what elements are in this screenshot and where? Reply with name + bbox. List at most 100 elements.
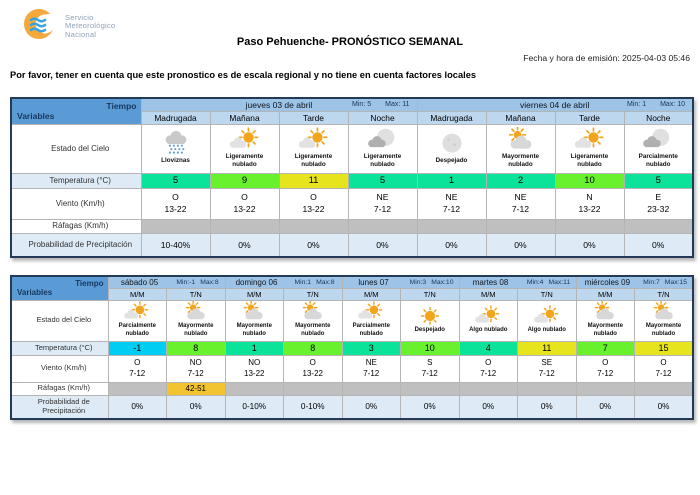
precip-cell: 0% (278, 232, 349, 258)
disclaimer-text: Por favor, tener en cuenta que este pron… (10, 70, 477, 80)
temperature-cell: -1 (107, 340, 167, 356)
day-min: Min:7 (643, 278, 660, 286)
cloud-sun-icon (180, 301, 212, 323)
wind-cell: NE 7-12 (485, 187, 556, 220)
corner-tiempo-label: Tiempo (75, 279, 104, 289)
temperature-cell: 8 (166, 340, 226, 356)
sky-label: Mayormente nublado (645, 323, 682, 337)
wind-speed: 13-22 (164, 203, 187, 214)
row-label: Estado del Cielo (10, 299, 109, 342)
temperature-cell: 5 (623, 172, 694, 189)
subcol-header: Mañana (209, 110, 280, 125)
wind-direction: O (310, 191, 317, 202)
sun-cloud-icon (355, 301, 387, 323)
sky-label: Mayormente nublado (295, 323, 331, 337)
sky-cell: Mayormente nublado (224, 299, 284, 342)
wind-cell: NE 7-12 (347, 187, 418, 220)
day-header: miércoles 09 Min:7 Max:15 (575, 275, 694, 289)
gust-cell (107, 381, 167, 396)
day-header: martes 08 Min:4 Max:11 (458, 275, 577, 289)
sky-label: Ligeramente nublado (294, 153, 333, 168)
forecast-table-days-1-2: Tiempo Variables jueves 03 de abril Min: 5 M… (10, 97, 694, 258)
sky-label: Mayormente nublado (587, 323, 623, 337)
day-name: sábado 05 (120, 277, 159, 287)
day-min: Min:3 (409, 278, 427, 286)
wind-direction: O (485, 358, 492, 368)
sky-cell: Mayormente nublado (575, 299, 635, 342)
smn-logo: Servicio Meteorológico Nacional (20, 4, 115, 49)
precip-cell: 0% (485, 232, 556, 258)
subcol-header: M/M (224, 287, 284, 301)
temperature-cell: 7 (575, 340, 635, 356)
sky-label: Algo nublado (469, 326, 508, 333)
sky-label: Despejado (435, 156, 468, 164)
subcol-header: Mañana (485, 110, 556, 125)
precip-cell: 0% (400, 394, 460, 420)
sky-label: Algo nublado (527, 326, 566, 333)
day-name: jueves 03 de abril (245, 99, 313, 110)
wind-direction: N (586, 191, 593, 202)
corner-variables-label: Variables (17, 111, 55, 122)
gust-cell (416, 218, 487, 234)
sky-cell: Parcialmente nublado (341, 299, 401, 342)
forecast-table: Tiempo Variables jueves 03 de abril Min: 5 M… (10, 97, 694, 258)
wind-direction: O (134, 358, 141, 368)
wind-cell: NE 7-12 (416, 187, 487, 220)
wind-cell: SE 7-12 (517, 354, 577, 383)
subcol-header: T/N (400, 287, 460, 301)
sky-cell: Mayormente nublado (634, 299, 694, 342)
wind-cell: O 13-22 (278, 187, 349, 220)
sky-label: Mayormente nublado (236, 323, 272, 337)
wind-direction: O (660, 358, 667, 368)
subcol-header: Tarde (278, 110, 349, 125)
subcol-header: M/M (341, 287, 401, 301)
day-name: lunes 07 (358, 277, 389, 287)
sky-label: Mayormente nublado (178, 323, 214, 337)
page-title: Paso Pehuenche- PRONÓSTICO SEMANAL (236, 36, 464, 48)
wind-speed: 13-22 (302, 368, 323, 378)
wind-cell: NE 7-12 (341, 354, 401, 383)
wind-cell: O 7-12 (634, 354, 694, 383)
temperature-cell: 10 (400, 340, 460, 356)
subcol-header: T/N (166, 287, 226, 301)
row-label: Estado del Cielo (10, 123, 142, 174)
day-max: Max:15 (664, 278, 688, 286)
gust-cell (283, 381, 343, 396)
day-header: jueves 03 de abril Min: 5 Max: 11 (140, 97, 418, 112)
wind-speed: 7-12 (129, 368, 146, 378)
row-label: Temperatura (°C) (10, 340, 109, 356)
day-header: domingo 06 Min:1 Max:8 (224, 275, 343, 289)
day-min: Min: 5 (352, 101, 372, 109)
day-header: sábado 05 Min:-1 Max:8 (107, 275, 226, 289)
sky-cell: Mayormente nublado (283, 299, 343, 342)
smn-logo-icon (20, 4, 60, 49)
wind-speed: 7-12 (442, 203, 461, 214)
cloud-sun-icon (502, 127, 540, 153)
row-label: Probabilidad de Precipitación (10, 232, 142, 258)
subcol-header: Noche (347, 110, 418, 125)
precip-cell: 0% (341, 394, 401, 420)
wind-cell: N 13-22 (554, 187, 625, 220)
wind-cell: O 13-22 (283, 354, 343, 383)
wind-direction: O (309, 358, 316, 368)
sky-cell: Ligeramente nublado (209, 123, 280, 174)
gust-cell (517, 381, 577, 396)
sky-cell: Mayormente nublado (166, 299, 226, 342)
wind-direction: NE (445, 191, 458, 202)
sky-cell: Ligeramente nublado (554, 123, 625, 174)
precip-cell: 10-40% (140, 232, 211, 258)
sky-cell: Ligeramente nublado (278, 123, 349, 174)
day-max: Max:8 (316, 278, 335, 286)
gust-cell (458, 381, 518, 396)
gust-cell: 42-51 (166, 381, 226, 396)
wind-speed: 7-12 (511, 203, 530, 214)
wind-speed: 7-12 (363, 368, 380, 378)
drizzle-icon (157, 130, 195, 157)
temperature-cell: 5 (140, 172, 211, 189)
day-min: Min:1 (294, 278, 312, 286)
day-max: Max:11 (548, 278, 571, 286)
row-label: Ráfagas (Km/h) (10, 381, 109, 396)
day-max: Max: 11 (385, 101, 410, 109)
wind-speed: 7-12 (373, 203, 392, 214)
precip-cell: 0% (634, 394, 694, 420)
